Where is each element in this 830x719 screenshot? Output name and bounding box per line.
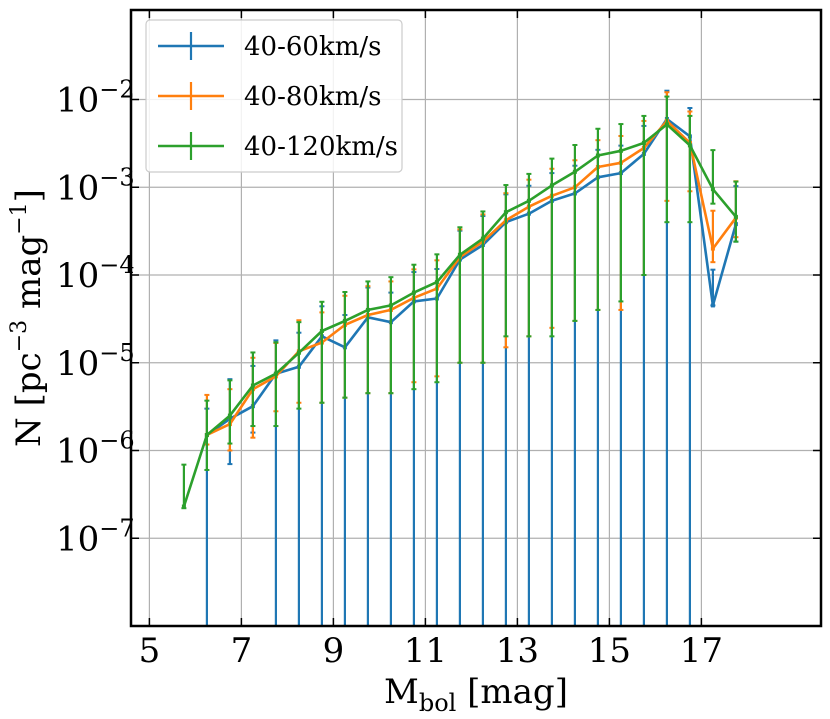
data-point xyxy=(710,187,715,192)
series-line xyxy=(206,117,738,437)
ticks: 5 7 9 11 13 15 17 10−7 10−6 10−5 10−4 10−3 10−2 xyxy=(56,10,821,671)
data-point xyxy=(411,290,416,295)
y-tick-label: 10−7 xyxy=(56,514,135,559)
data-point xyxy=(641,140,646,145)
data-point xyxy=(388,303,393,308)
x-tick-label: 7 xyxy=(231,631,253,671)
data-point xyxy=(457,252,462,257)
data-point xyxy=(250,383,255,388)
data-point xyxy=(664,122,669,127)
x-axis-label: Mbol [mag] xyxy=(384,672,568,717)
legend: 40-60km/s 40-80km/s 40-120km/s xyxy=(145,19,403,173)
data-point xyxy=(480,236,485,241)
data-point xyxy=(181,504,186,509)
legend-label: 40-60km/s xyxy=(244,32,381,62)
y-tick-label: 10−3 xyxy=(56,163,135,208)
data-point xyxy=(503,210,508,215)
y-tick-label: 10−6 xyxy=(56,427,135,472)
data-point xyxy=(273,371,278,376)
data-point xyxy=(618,148,623,153)
y-tick-label: 10−4 xyxy=(56,251,135,296)
data-point xyxy=(296,350,301,355)
data-point xyxy=(733,214,738,219)
data-point xyxy=(365,307,370,312)
legend-label: 40-120km/s xyxy=(244,132,398,162)
data-point xyxy=(549,183,554,188)
data-point xyxy=(572,169,577,174)
data-point xyxy=(710,303,715,308)
data-point xyxy=(687,143,692,148)
plot-frame xyxy=(129,8,823,628)
data-point xyxy=(227,413,232,418)
data-point xyxy=(595,153,600,158)
x-tick-label: 15 xyxy=(588,631,631,671)
data-point xyxy=(204,433,209,438)
series-layer xyxy=(181,89,739,626)
plot-area xyxy=(181,89,739,626)
legend-label: 40-80km/s xyxy=(244,82,381,112)
x-tick-label: 17 xyxy=(680,631,723,671)
x-tick-label: 9 xyxy=(323,631,345,671)
data-point xyxy=(342,318,347,323)
y-tick-label: 10−5 xyxy=(56,339,135,384)
legend-box xyxy=(145,19,403,173)
x-tick-label: 13 xyxy=(496,631,539,671)
data-point xyxy=(710,246,715,251)
data-point xyxy=(319,329,324,334)
data-point xyxy=(526,198,531,203)
y-tick-label: 10−2 xyxy=(56,76,135,121)
data-point xyxy=(434,280,439,285)
x-tick-label: 11 xyxy=(404,631,447,671)
x-tick-label: 5 xyxy=(139,631,161,671)
series-40-120km/s xyxy=(181,95,739,510)
y-axis-label: N [pc−3 mag−1] xyxy=(7,189,49,447)
